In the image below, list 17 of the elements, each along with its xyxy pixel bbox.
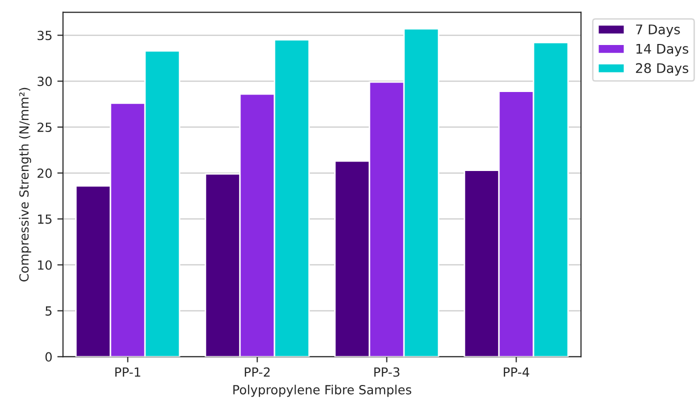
y-tick-label: 0 (45, 352, 52, 362)
x-tick-label: PP-2 (244, 367, 270, 377)
y-tick-label: 35 (38, 30, 52, 40)
y-tick-label: 20 (38, 168, 52, 178)
y-tick-label: 5 (46, 306, 52, 316)
y-tick-label: 15 (38, 214, 52, 224)
x-tick-label: PP-1 (115, 368, 140, 377)
y-tick-label: 25 (38, 122, 52, 132)
legend-label: 14 Days (636, 44, 688, 56)
legend-label: 7 Days (636, 24, 680, 37)
y-tick-label: 30 (38, 76, 52, 86)
x-axis-title: Polypropylene Fibre Samples (233, 384, 412, 397)
legend-label: 28 Days (636, 63, 688, 76)
y-tick-label: 10 (38, 260, 52, 270)
y-axis-title: Compressive Strength (N/mm²) (19, 88, 32, 282)
x-tick-label: PP-3 (374, 367, 400, 377)
x-tick-label: PP-4 (504, 368, 530, 377)
